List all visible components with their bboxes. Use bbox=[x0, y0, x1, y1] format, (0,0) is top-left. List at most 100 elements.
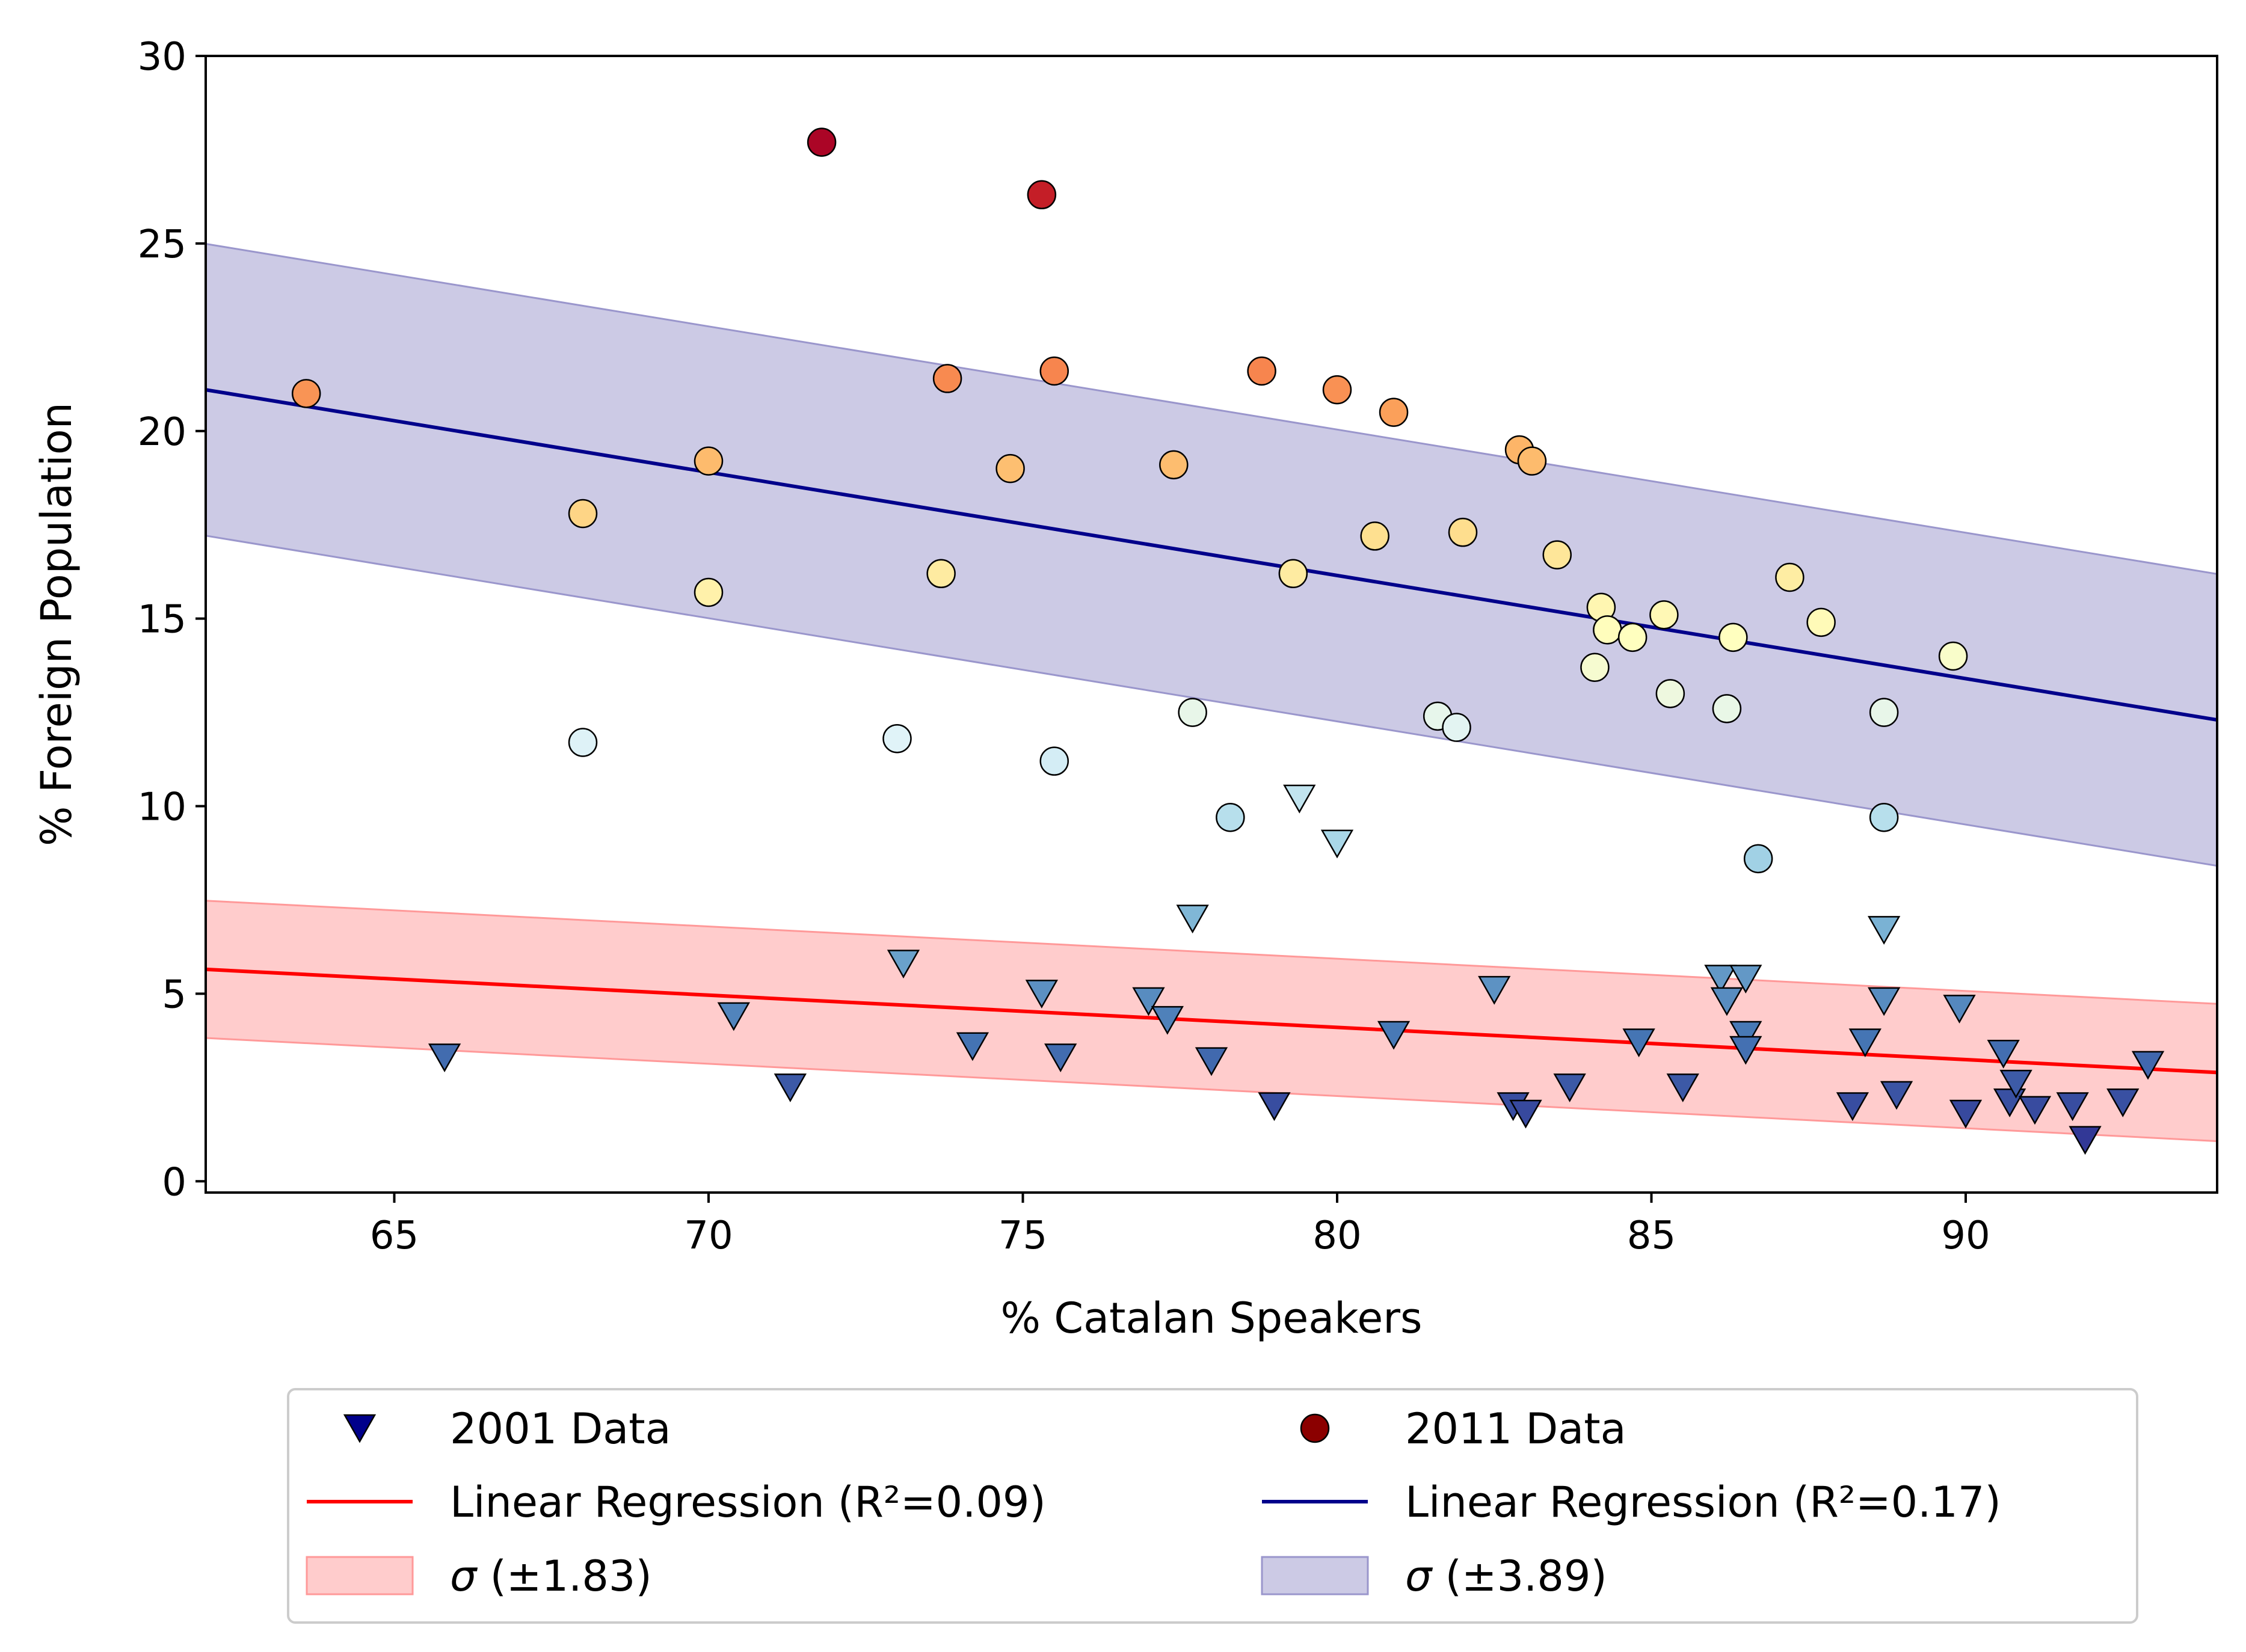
x-tick-label: 90 bbox=[1941, 1214, 1990, 1258]
point-2001-19 bbox=[1553, 1073, 1586, 1102]
point-2001-32 bbox=[1943, 995, 1976, 1024]
point-2011-40 bbox=[1869, 802, 1899, 832]
point-2011-32 bbox=[1649, 600, 1679, 630]
point-2001-37 bbox=[2018, 1096, 2052, 1125]
point-2011-41 bbox=[1938, 641, 1968, 671]
y-tick-label: 0 bbox=[162, 1160, 186, 1205]
point-2011-16 bbox=[1216, 802, 1245, 832]
legend-label: σ (±3.89) bbox=[1405, 1552, 1607, 1601]
point-2011-36 bbox=[1743, 844, 1773, 874]
point-2001-24 bbox=[1729, 965, 1762, 993]
point-2001-7 bbox=[1044, 1043, 1077, 1072]
legend-label: 2011 Data bbox=[1405, 1404, 1626, 1454]
legend-patch-2 bbox=[1261, 1556, 1369, 1595]
point-2011-26 bbox=[1517, 446, 1547, 476]
point-2001-18 bbox=[1509, 1099, 1542, 1129]
point-2001-28 bbox=[1848, 1028, 1881, 1058]
point-2001-25 bbox=[1729, 1021, 1762, 1050]
point-2001-38 bbox=[2056, 1092, 2089, 1122]
point-2011-8 bbox=[926, 559, 956, 589]
point-2011-3 bbox=[568, 728, 598, 757]
point-2011-5 bbox=[694, 577, 724, 607]
point-2011-35 bbox=[1718, 622, 1748, 653]
point-2001-39 bbox=[2069, 1126, 2102, 1155]
point-2011-34 bbox=[1712, 694, 1742, 723]
y-tick-label: 10 bbox=[138, 785, 186, 830]
legend-label: 2001 Data bbox=[450, 1404, 671, 1454]
point-2001-23 bbox=[1710, 987, 1744, 1016]
regression-line-2 bbox=[206, 388, 2217, 722]
point-2001-3 bbox=[774, 1073, 807, 1102]
legend-label: Linear Regression (R²=0.09) bbox=[450, 1478, 1046, 1527]
point-2001-12 bbox=[1258, 1092, 1291, 1122]
legend-label: Linear Regression (R²=0.17) bbox=[1405, 1478, 2001, 1527]
plot-frame bbox=[205, 55, 2218, 1194]
point-2011-39 bbox=[1869, 698, 1899, 727]
y-tick-label: 5 bbox=[162, 972, 186, 1017]
point-2011-38 bbox=[1806, 607, 1836, 637]
point-2011-27 bbox=[1542, 540, 1572, 570]
point-2001-33 bbox=[1949, 1099, 1983, 1129]
point-2001-11 bbox=[1195, 1047, 1228, 1076]
point-2001-1 bbox=[428, 1043, 461, 1072]
point-2001-20 bbox=[1622, 1028, 1655, 1058]
point-2011-12 bbox=[1039, 746, 1069, 776]
x-tick-label: 75 bbox=[998, 1214, 1047, 1258]
point-2001-9 bbox=[1151, 1006, 1184, 1035]
point-2001-13 bbox=[1283, 784, 1316, 814]
point-2001-6 bbox=[1025, 980, 1058, 1009]
x-tick-label: 80 bbox=[1312, 1214, 1361, 1258]
point-2001-27 bbox=[1836, 1092, 1869, 1122]
legend-marker-2011 bbox=[1300, 1413, 1330, 1443]
point-2001-30 bbox=[1868, 987, 1901, 1016]
point-2011-37 bbox=[1775, 562, 1804, 592]
point-2011-2 bbox=[568, 499, 598, 529]
point-2001-10 bbox=[1176, 904, 1209, 934]
point-2001-8 bbox=[1132, 987, 1165, 1016]
point-2011-1 bbox=[291, 379, 321, 408]
point-2001-31 bbox=[1880, 1081, 1913, 1110]
point-2001-15 bbox=[1377, 1021, 1411, 1050]
point-2011-7 bbox=[882, 723, 912, 754]
point-2011-18 bbox=[1278, 559, 1308, 589]
x-axis-ticks: 65 70 75 80 85 90 bbox=[370, 1193, 1990, 1258]
point-2001-41 bbox=[2131, 1051, 2165, 1080]
point-2011-33 bbox=[1655, 679, 1685, 708]
point-2011-24 bbox=[1448, 517, 1478, 547]
point-2001-14 bbox=[1320, 829, 1354, 859]
point-2001-26 bbox=[1729, 1036, 1762, 1065]
point-2011-9 bbox=[932, 364, 962, 393]
point-2001-29 bbox=[1868, 916, 1901, 945]
point-2001-21 bbox=[1666, 1073, 1699, 1102]
legend: 2001 Data Linear Regression (R²=0.09) σ (±… bbox=[287, 1388, 2138, 1624]
point-2001-40 bbox=[2106, 1089, 2140, 1117]
regression-lines bbox=[206, 388, 2217, 1075]
y-tick-label: 30 bbox=[138, 35, 186, 79]
legend-marker-2001 bbox=[343, 1414, 377, 1443]
point-2011-10 bbox=[995, 453, 1025, 484]
point-2011-28 bbox=[1580, 653, 1610, 682]
point-2001-4 bbox=[887, 950, 920, 979]
point-2011-11 bbox=[1027, 180, 1057, 210]
point-2001-22 bbox=[1704, 965, 1737, 993]
point-2001-5 bbox=[956, 1032, 989, 1061]
x-axis-title: % Catalan Speakers bbox=[1000, 1294, 1422, 1343]
point-2011-17 bbox=[1247, 356, 1276, 386]
point-2011-19 bbox=[1322, 375, 1352, 405]
y-axis-title: % Foreign Population bbox=[32, 402, 81, 846]
x-tick-label: 85 bbox=[1627, 1214, 1676, 1258]
data-points bbox=[291, 127, 2165, 1155]
point-2011-15 bbox=[1178, 698, 1207, 727]
point-2011-20 bbox=[1360, 521, 1389, 551]
point-2001-34 bbox=[1987, 1039, 2020, 1069]
point-2001-36 bbox=[1999, 1069, 2032, 1099]
regression-line-1 bbox=[206, 967, 2217, 1075]
y-tick-label: 15 bbox=[138, 598, 186, 642]
legend-label: σ (±1.83) bbox=[450, 1552, 652, 1601]
point-2011-30 bbox=[1593, 615, 1622, 645]
point-2011-13 bbox=[1039, 356, 1069, 386]
y-tick-label: 20 bbox=[138, 410, 186, 455]
x-tick-label: 70 bbox=[684, 1214, 733, 1258]
point-2011-31 bbox=[1617, 622, 1648, 653]
